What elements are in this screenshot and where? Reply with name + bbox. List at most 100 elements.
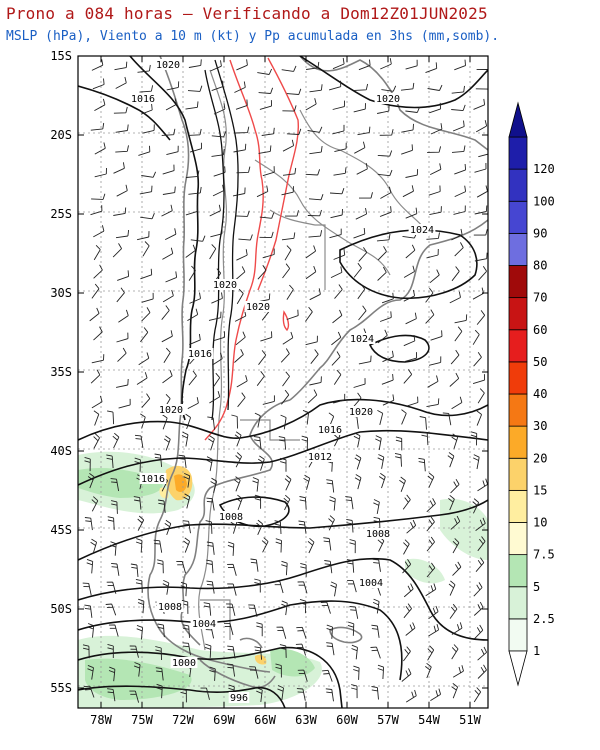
wind-barb (82, 644, 90, 659)
isobar-label: 996 (230, 693, 248, 704)
wind-barb (427, 146, 442, 153)
wind-barb (477, 478, 488, 492)
wind-barb (475, 557, 485, 572)
wind-barb (451, 433, 459, 449)
wind-barb (403, 265, 415, 278)
wind-barb (276, 626, 287, 639)
wind-barb (427, 645, 435, 661)
isobar-label: 1008 (366, 529, 390, 540)
wind-barb (371, 686, 379, 700)
colorbar-segment (508, 265, 528, 299)
wind-barb (405, 207, 418, 219)
wind-barb (185, 170, 200, 178)
wind-barb (115, 76, 127, 89)
wind-barb (166, 81, 180, 91)
wind-barb (379, 311, 392, 322)
wind-barb (425, 62, 438, 74)
wind-barb (322, 669, 333, 682)
wind-barb (254, 494, 262, 509)
wind-barb (87, 664, 94, 680)
wind-barb (477, 536, 486, 552)
colorbar-label: 1 (533, 644, 540, 658)
wind-barb (274, 520, 282, 535)
isobar-label-bg (129, 93, 157, 104)
wind-barb (403, 369, 413, 384)
wind-barb (332, 309, 343, 324)
wind-barb (429, 269, 440, 284)
wind-barb (453, 205, 466, 215)
lon-label: 72W (172, 713, 194, 727)
wind-barb (307, 389, 318, 404)
wind-barb (333, 167, 347, 176)
wind-barb (358, 305, 367, 321)
wind-barb (281, 560, 288, 576)
isobar-labels: 1020 1016 1020 1024 1020 1020 1024 1016 1020 1020… (129, 59, 436, 704)
wind-barb (206, 456, 213, 472)
wind-barb (188, 370, 197, 386)
wind-barb (351, 684, 358, 699)
wind-barb (259, 231, 274, 239)
colorbar-segment (508, 297, 528, 331)
wind-barb (477, 646, 488, 661)
wind-barb (377, 169, 393, 177)
wind-barb (347, 580, 357, 593)
colorbar-segment (508, 329, 528, 363)
wind-barb (211, 292, 223, 304)
wind-barb (258, 145, 272, 154)
wind-barb (185, 244, 196, 258)
wind-barb (299, 496, 307, 510)
wind-barb (377, 105, 390, 114)
wind-barb (166, 145, 179, 156)
lat-label: 30S (50, 286, 72, 300)
wind-barb (261, 127, 275, 136)
isobar-label-bg (156, 601, 184, 612)
wind-barb (138, 352, 150, 366)
wind-barb (472, 329, 480, 345)
wind-barb (401, 123, 414, 133)
wind-barb (108, 666, 116, 682)
isobar-label-bg (157, 404, 185, 415)
isobar-label-bg (211, 279, 239, 290)
wind-barb (209, 244, 217, 260)
wind-barb (377, 664, 385, 680)
wind-barb (381, 374, 394, 385)
wind-barb (332, 124, 345, 135)
isobar-label-bg (316, 424, 344, 435)
wind-barb (377, 266, 387, 281)
wind-barb (223, 622, 234, 636)
wind-barb (182, 520, 191, 534)
wind-barb (227, 541, 235, 556)
wind-barb (206, 559, 214, 574)
wind-barb (375, 435, 382, 451)
wind-barb (358, 59, 371, 71)
wind-barb (258, 350, 267, 365)
wind-barb (381, 292, 394, 304)
wind-barb (248, 604, 258, 617)
wind-barb (87, 473, 95, 489)
wind-barb (452, 665, 464, 678)
wind-barb (308, 230, 323, 238)
wind-barb (277, 685, 284, 700)
wind-barb (91, 193, 106, 200)
wind-barb (156, 683, 163, 699)
wind-barb (429, 102, 442, 114)
wind-barb (329, 187, 345, 195)
wind-barb (138, 145, 151, 156)
wind-barb (454, 59, 466, 71)
wind-barb (237, 392, 246, 408)
wind-barb (281, 389, 290, 405)
wind-barb (142, 124, 155, 134)
wind-barb (405, 59, 418, 70)
isobar-label-bg (408, 224, 436, 235)
lon-label: 78W (90, 713, 112, 727)
wind-barb (262, 395, 275, 405)
wind-barb (473, 98, 486, 110)
wind-barb (262, 248, 275, 259)
wind-barb (403, 289, 416, 302)
wind-barb (275, 663, 282, 678)
wind-barb (333, 249, 346, 260)
wind-barb (129, 690, 140, 703)
wind-barb (157, 623, 165, 638)
wind-barb (165, 271, 178, 283)
